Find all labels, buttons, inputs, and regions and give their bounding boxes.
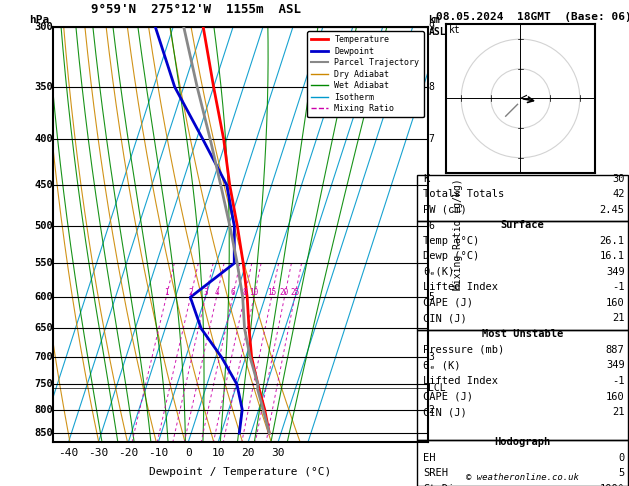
Text: kt: kt (449, 25, 461, 35)
Text: 42: 42 (612, 190, 625, 199)
Text: 30: 30 (271, 449, 285, 458)
Text: 9°59'N  275°12'W  1155m  ASL: 9°59'N 275°12'W 1155m ASL (91, 3, 301, 17)
Text: 400: 400 (35, 134, 53, 144)
Text: 349: 349 (606, 361, 625, 370)
Text: Surface: Surface (501, 220, 544, 230)
Text: -1: -1 (612, 376, 625, 386)
Text: LCL: LCL (428, 383, 446, 393)
Text: 5: 5 (618, 469, 625, 478)
Text: Most Unstable: Most Unstable (482, 330, 563, 339)
Text: 6: 6 (230, 288, 235, 297)
Text: CAPE (J): CAPE (J) (423, 392, 473, 401)
Text: 750: 750 (35, 380, 53, 389)
Text: Totals Totals: Totals Totals (423, 190, 504, 199)
Text: 850: 850 (35, 428, 53, 438)
Text: CAPE (J): CAPE (J) (423, 298, 473, 308)
Text: 21: 21 (612, 407, 625, 417)
Text: © weatheronline.co.uk: © weatheronline.co.uk (465, 473, 579, 482)
Text: 10: 10 (211, 449, 225, 458)
Text: 550: 550 (35, 258, 53, 268)
Text: -1: -1 (612, 282, 625, 292)
Text: 350: 350 (35, 82, 53, 92)
Text: 3: 3 (428, 352, 435, 363)
Text: 700: 700 (35, 352, 53, 363)
Text: 20: 20 (280, 288, 289, 297)
Text: 1: 1 (164, 288, 169, 297)
Text: 2: 2 (188, 288, 192, 297)
Text: 15: 15 (267, 288, 276, 297)
Text: Mixing Ratio (g/kg): Mixing Ratio (g/kg) (453, 179, 463, 290)
Text: 25: 25 (290, 288, 299, 297)
Text: 0: 0 (185, 449, 192, 458)
Text: 0: 0 (618, 453, 625, 463)
Text: Temp (°C): Temp (°C) (423, 236, 479, 245)
Text: 9: 9 (428, 22, 435, 32)
Text: K: K (423, 174, 430, 184)
Text: 160: 160 (606, 298, 625, 308)
Text: 08.05.2024  18GMT  (Base: 06): 08.05.2024 18GMT (Base: 06) (435, 12, 629, 22)
Text: 450: 450 (35, 180, 53, 190)
Text: ASL: ASL (428, 27, 446, 37)
Text: 16.1: 16.1 (599, 251, 625, 261)
Text: Hodograph: Hodograph (494, 437, 550, 447)
Text: 21: 21 (612, 313, 625, 323)
Text: 20: 20 (242, 449, 255, 458)
Text: 5: 5 (428, 292, 435, 302)
Text: Dewp (°C): Dewp (°C) (423, 251, 479, 261)
Text: 30: 30 (612, 174, 625, 184)
Text: 300: 300 (35, 22, 53, 32)
Text: Lifted Index: Lifted Index (423, 376, 498, 386)
Text: -20: -20 (118, 449, 138, 458)
Text: 6: 6 (428, 221, 435, 231)
Text: hPa: hPa (29, 15, 50, 25)
Text: EH: EH (423, 453, 436, 463)
Text: km: km (428, 15, 440, 25)
Legend: Temperature, Dewpoint, Parcel Trajectory, Dry Adiabat, Wet Adiabat, Isotherm, Mi: Temperature, Dewpoint, Parcel Trajectory… (307, 31, 423, 117)
Text: θₑ(K): θₑ(K) (423, 267, 455, 277)
Text: 7: 7 (428, 134, 435, 144)
Text: -10: -10 (148, 449, 169, 458)
Text: 600: 600 (35, 292, 53, 302)
Text: Lifted Index: Lifted Index (423, 282, 498, 292)
Text: 349: 349 (606, 267, 625, 277)
Text: StmDir: StmDir (423, 484, 461, 486)
Text: 500: 500 (35, 221, 53, 231)
Text: 160: 160 (606, 392, 625, 401)
Text: 10: 10 (249, 288, 259, 297)
Text: 4: 4 (214, 288, 219, 297)
Text: 8: 8 (242, 288, 247, 297)
Text: -40: -40 (58, 449, 79, 458)
Text: θₑ (K): θₑ (K) (423, 361, 461, 370)
Text: 2: 2 (428, 404, 435, 415)
Text: 100°: 100° (599, 484, 625, 486)
Text: 887: 887 (606, 345, 625, 355)
Text: Pressure (mb): Pressure (mb) (423, 345, 504, 355)
Text: CIN (J): CIN (J) (423, 407, 467, 417)
Text: 650: 650 (35, 324, 53, 333)
Text: CIN (J): CIN (J) (423, 313, 467, 323)
Text: 8: 8 (428, 82, 435, 92)
Text: 800: 800 (35, 404, 53, 415)
Text: SREH: SREH (423, 469, 448, 478)
Text: 3: 3 (203, 288, 208, 297)
Text: PW (cm): PW (cm) (423, 205, 467, 215)
Text: Dewpoint / Temperature (°C): Dewpoint / Temperature (°C) (150, 467, 331, 477)
Text: 26.1: 26.1 (599, 236, 625, 245)
Text: -30: -30 (88, 449, 108, 458)
Text: 2.45: 2.45 (599, 205, 625, 215)
